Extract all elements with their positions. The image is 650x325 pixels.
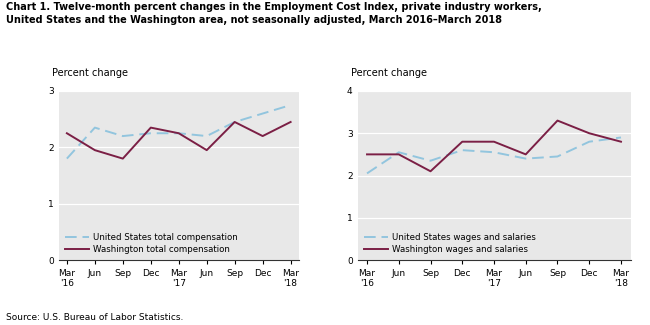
- Legend: United States wages and salaries, Washington wages and salaries: United States wages and salaries, Washin…: [362, 231, 538, 256]
- Text: Percent change: Percent change: [52, 68, 128, 78]
- Text: Chart 1. Twelve-month percent changes in the Employment Cost Index, private indu: Chart 1. Twelve-month percent changes in…: [6, 2, 542, 12]
- Legend: United States total compensation, Washington total compensation: United States total compensation, Washin…: [63, 231, 239, 256]
- Text: Source: U.S. Bureau of Labor Statistics.: Source: U.S. Bureau of Labor Statistics.: [6, 313, 184, 322]
- Text: United States and the Washington area, not seasonally adjusted, March 2016–March: United States and the Washington area, n…: [6, 15, 502, 25]
- Text: Percent change: Percent change: [351, 68, 427, 78]
